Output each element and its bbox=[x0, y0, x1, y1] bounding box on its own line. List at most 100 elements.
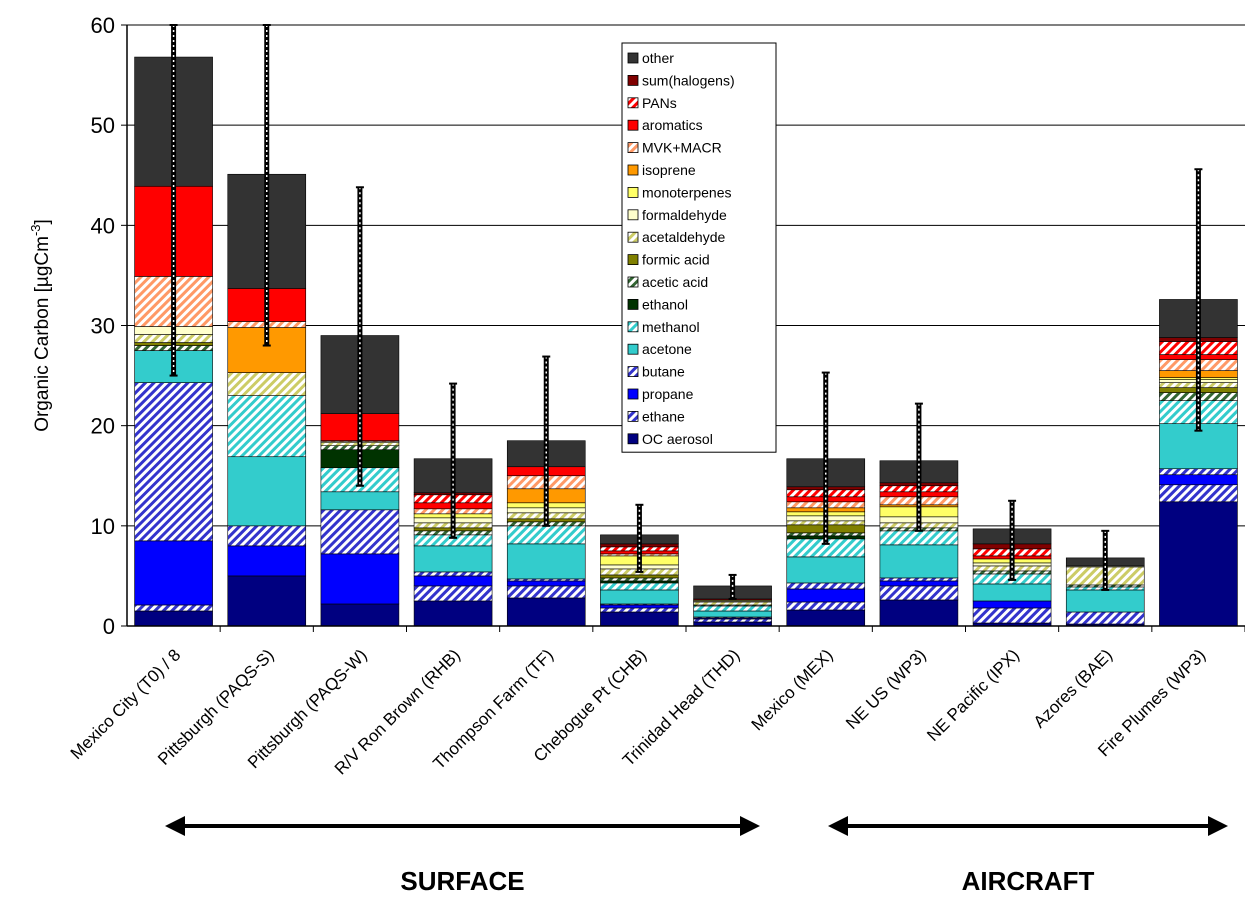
legend-item: aromatics bbox=[627, 117, 703, 133]
bar-segment bbox=[227, 372, 307, 396]
annotation-arrow bbox=[828, 816, 1228, 836]
legend-item: butane bbox=[627, 364, 685, 380]
bar-segment bbox=[600, 607, 679, 613]
y-tick-label: 20 bbox=[91, 414, 115, 439]
legend-item: acetone bbox=[627, 341, 692, 357]
legend-label: formic acid bbox=[642, 252, 710, 268]
legend-item: ethanol bbox=[627, 296, 688, 312]
legend-item: formic acid bbox=[627, 252, 710, 268]
legend-label: acetone bbox=[642, 341, 692, 357]
bar-segment bbox=[879, 544, 959, 579]
bar-segment bbox=[134, 610, 213, 627]
bar-segment bbox=[600, 580, 679, 584]
bar-segment bbox=[227, 456, 307, 527]
legend-label: propane bbox=[642, 386, 694, 402]
legend-swatch bbox=[627, 186, 639, 198]
y-tick-label: 60 bbox=[91, 13, 115, 38]
error-bar bbox=[355, 186, 364, 487]
bar-segment bbox=[972, 600, 1052, 609]
legend-swatch bbox=[627, 366, 639, 378]
x-tick-label: NE US (WP3) bbox=[842, 645, 930, 733]
legend-swatch bbox=[627, 52, 639, 64]
legend-item: OC aerosol bbox=[627, 431, 713, 447]
bar-segment bbox=[227, 575, 307, 627]
bar-segment bbox=[693, 610, 772, 618]
error-bar bbox=[1194, 168, 1203, 432]
error-bar bbox=[1008, 499, 1017, 581]
y-tick-label: 50 bbox=[91, 113, 115, 138]
bar-segment bbox=[1159, 501, 1238, 627]
legend-item: monoterpenes bbox=[627, 184, 732, 200]
bar-segment bbox=[693, 601, 772, 606]
error-bar bbox=[449, 382, 458, 539]
y-tick-label: 40 bbox=[91, 213, 115, 238]
legend-swatch bbox=[627, 75, 639, 86]
annotation-arrow bbox=[165, 816, 760, 836]
bar-segment bbox=[1159, 484, 1238, 503]
legend-label: other bbox=[642, 50, 674, 66]
y-axis-label: Organic Carbon [µgCm-3] bbox=[28, 219, 53, 432]
x-tick-label: Mexico (MEX) bbox=[748, 645, 837, 734]
bar-segment bbox=[227, 545, 307, 577]
bar-segment bbox=[693, 618, 772, 623]
error-bar bbox=[169, 24, 178, 377]
bar-segment bbox=[506, 578, 586, 582]
bar-segment bbox=[413, 545, 493, 573]
bar-segment bbox=[506, 580, 586, 587]
legend-label: acetaldehyde bbox=[642, 229, 726, 245]
x-tick-label: Azores (BAE) bbox=[1030, 645, 1116, 731]
legend-label: OC aerosol bbox=[642, 431, 713, 447]
bar-segment bbox=[879, 599, 959, 627]
legend-label: ethanol bbox=[642, 296, 688, 312]
bar-segment bbox=[134, 382, 213, 542]
legend-item: methanol bbox=[627, 319, 700, 335]
bar-segment bbox=[413, 571, 493, 577]
bar-segment bbox=[1065, 589, 1145, 613]
bar-segment bbox=[227, 525, 307, 547]
bar-segment bbox=[786, 582, 866, 590]
legend-swatch bbox=[627, 164, 639, 176]
legend-swatch bbox=[627, 254, 639, 266]
bar-segment bbox=[786, 588, 866, 603]
legend-label: methanol bbox=[642, 319, 700, 335]
legend-swatch bbox=[627, 410, 639, 422]
error-bar bbox=[635, 503, 644, 573]
legend-swatch bbox=[627, 298, 639, 310]
legend-swatch bbox=[627, 119, 639, 131]
bar-segment bbox=[600, 604, 679, 609]
legend-label: sum(halogens) bbox=[642, 72, 735, 88]
bar-segment bbox=[879, 577, 959, 582]
annotation-label: SURFACE bbox=[400, 866, 524, 893]
legend-swatch bbox=[627, 343, 639, 355]
bar-segment bbox=[506, 597, 586, 627]
legend-swatch bbox=[627, 388, 639, 400]
bar-segment bbox=[600, 589, 679, 605]
bar-segment bbox=[879, 580, 959, 587]
legend-label: MVK+MACR bbox=[642, 140, 722, 156]
y-tick-label: 10 bbox=[91, 514, 115, 539]
bar-segment bbox=[413, 575, 493, 587]
error-bar bbox=[821, 371, 830, 545]
error-bar bbox=[728, 573, 737, 600]
legend-item: other bbox=[627, 50, 674, 66]
error-bars bbox=[169, 24, 1203, 600]
bar-segment bbox=[786, 601, 866, 611]
legend-item: ethane bbox=[627, 408, 685, 424]
legend-swatch bbox=[627, 433, 639, 445]
legend-label: monoterpenes bbox=[642, 184, 732, 200]
y-tick-label: 30 bbox=[91, 314, 115, 339]
bar-segment bbox=[600, 582, 679, 591]
annotations: SURFACE AIRCRAFT bbox=[165, 816, 1228, 896]
bar-segment bbox=[786, 556, 866, 584]
legend-swatch bbox=[627, 97, 639, 109]
legend-label: ethane bbox=[642, 408, 685, 424]
legend-item: propane bbox=[627, 386, 694, 402]
bar-segment bbox=[879, 530, 959, 546]
bar-segment bbox=[506, 585, 586, 599]
bar-segment bbox=[134, 604, 213, 612]
legend-box bbox=[621, 42, 777, 453]
annotation-label: AIRCRAFT bbox=[962, 866, 1095, 893]
legend-swatch bbox=[627, 142, 639, 154]
bar-segment bbox=[600, 611, 679, 627]
legend-label: isoprene bbox=[642, 162, 696, 178]
